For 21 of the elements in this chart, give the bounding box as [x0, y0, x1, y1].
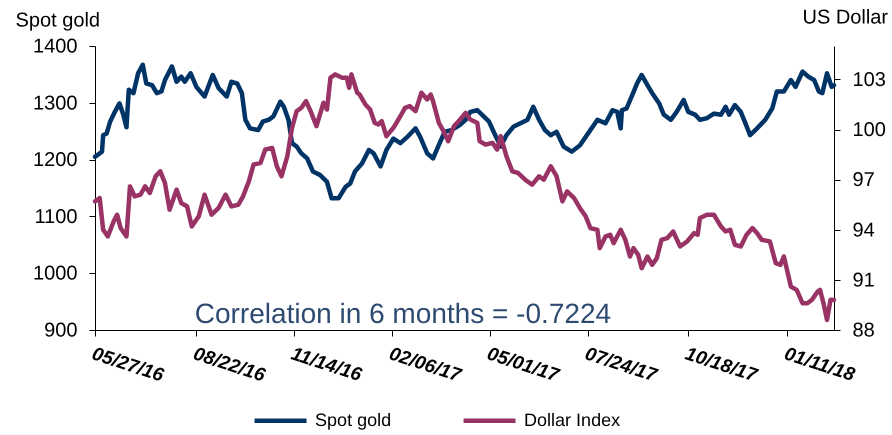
y2-tick-label: 103 [852, 68, 886, 91]
y-tick-label: 1000 [33, 262, 78, 285]
y2-axis-title: US Dollar [802, 6, 888, 28]
y2-tick-label: 94 [852, 219, 875, 242]
y-tick-label: 1400 [33, 36, 78, 58]
y-tick-label: 1100 [34, 206, 78, 228]
annotation: Correlation in 6 months = -0.7224 [194, 298, 612, 329]
y-tick-label: 1300 [33, 92, 78, 114]
legend-label: Spot gold [315, 410, 392, 430]
x-tick-label: 11/14/16 [288, 344, 365, 386]
y2-tick-label: 91 [852, 269, 875, 292]
y2-tick-label: 100 [852, 119, 886, 142]
line-series [92, 62, 836, 200]
legend-label: Dollar Index [524, 410, 620, 430]
y-tick-label: 1200 [33, 149, 78, 172]
y-tick-label: 900 [44, 320, 78, 342]
line-series [92, 72, 836, 322]
y2-tick-label: 97 [852, 169, 875, 192]
x-tick-label: 10/18/17 [682, 344, 761, 387]
y2-tick-label: 88 [852, 320, 875, 342]
y-axis-title: Spot gold [16, 10, 100, 32]
